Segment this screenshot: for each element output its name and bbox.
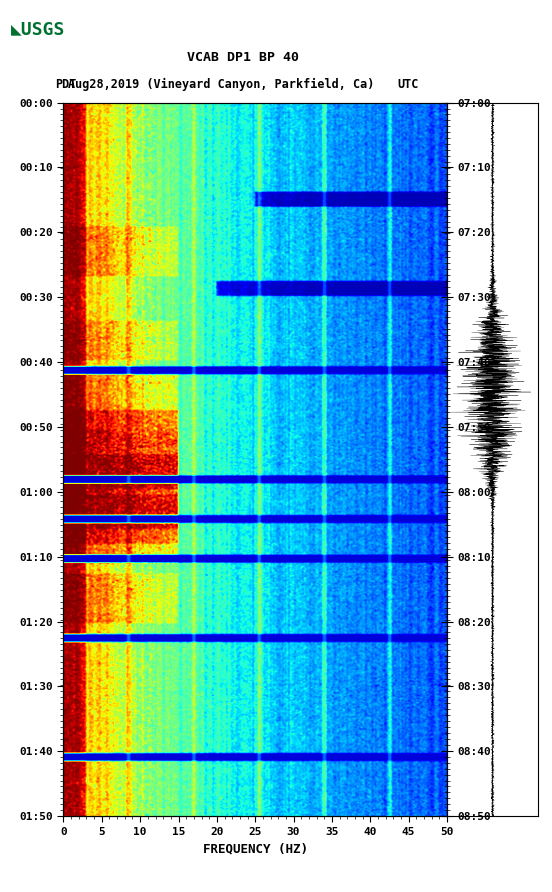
Text: PDT: PDT (55, 78, 77, 91)
Text: UTC: UTC (398, 78, 419, 91)
Text: Aug28,2019 (Vineyard Canyon, Parkfield, Ca): Aug28,2019 (Vineyard Canyon, Parkfield, … (67, 78, 374, 91)
X-axis label: FREQUENCY (HZ): FREQUENCY (HZ) (203, 842, 307, 855)
Text: VCAB DP1 BP 40: VCAB DP1 BP 40 (187, 52, 299, 64)
Text: ◣USGS: ◣USGS (11, 21, 66, 38)
